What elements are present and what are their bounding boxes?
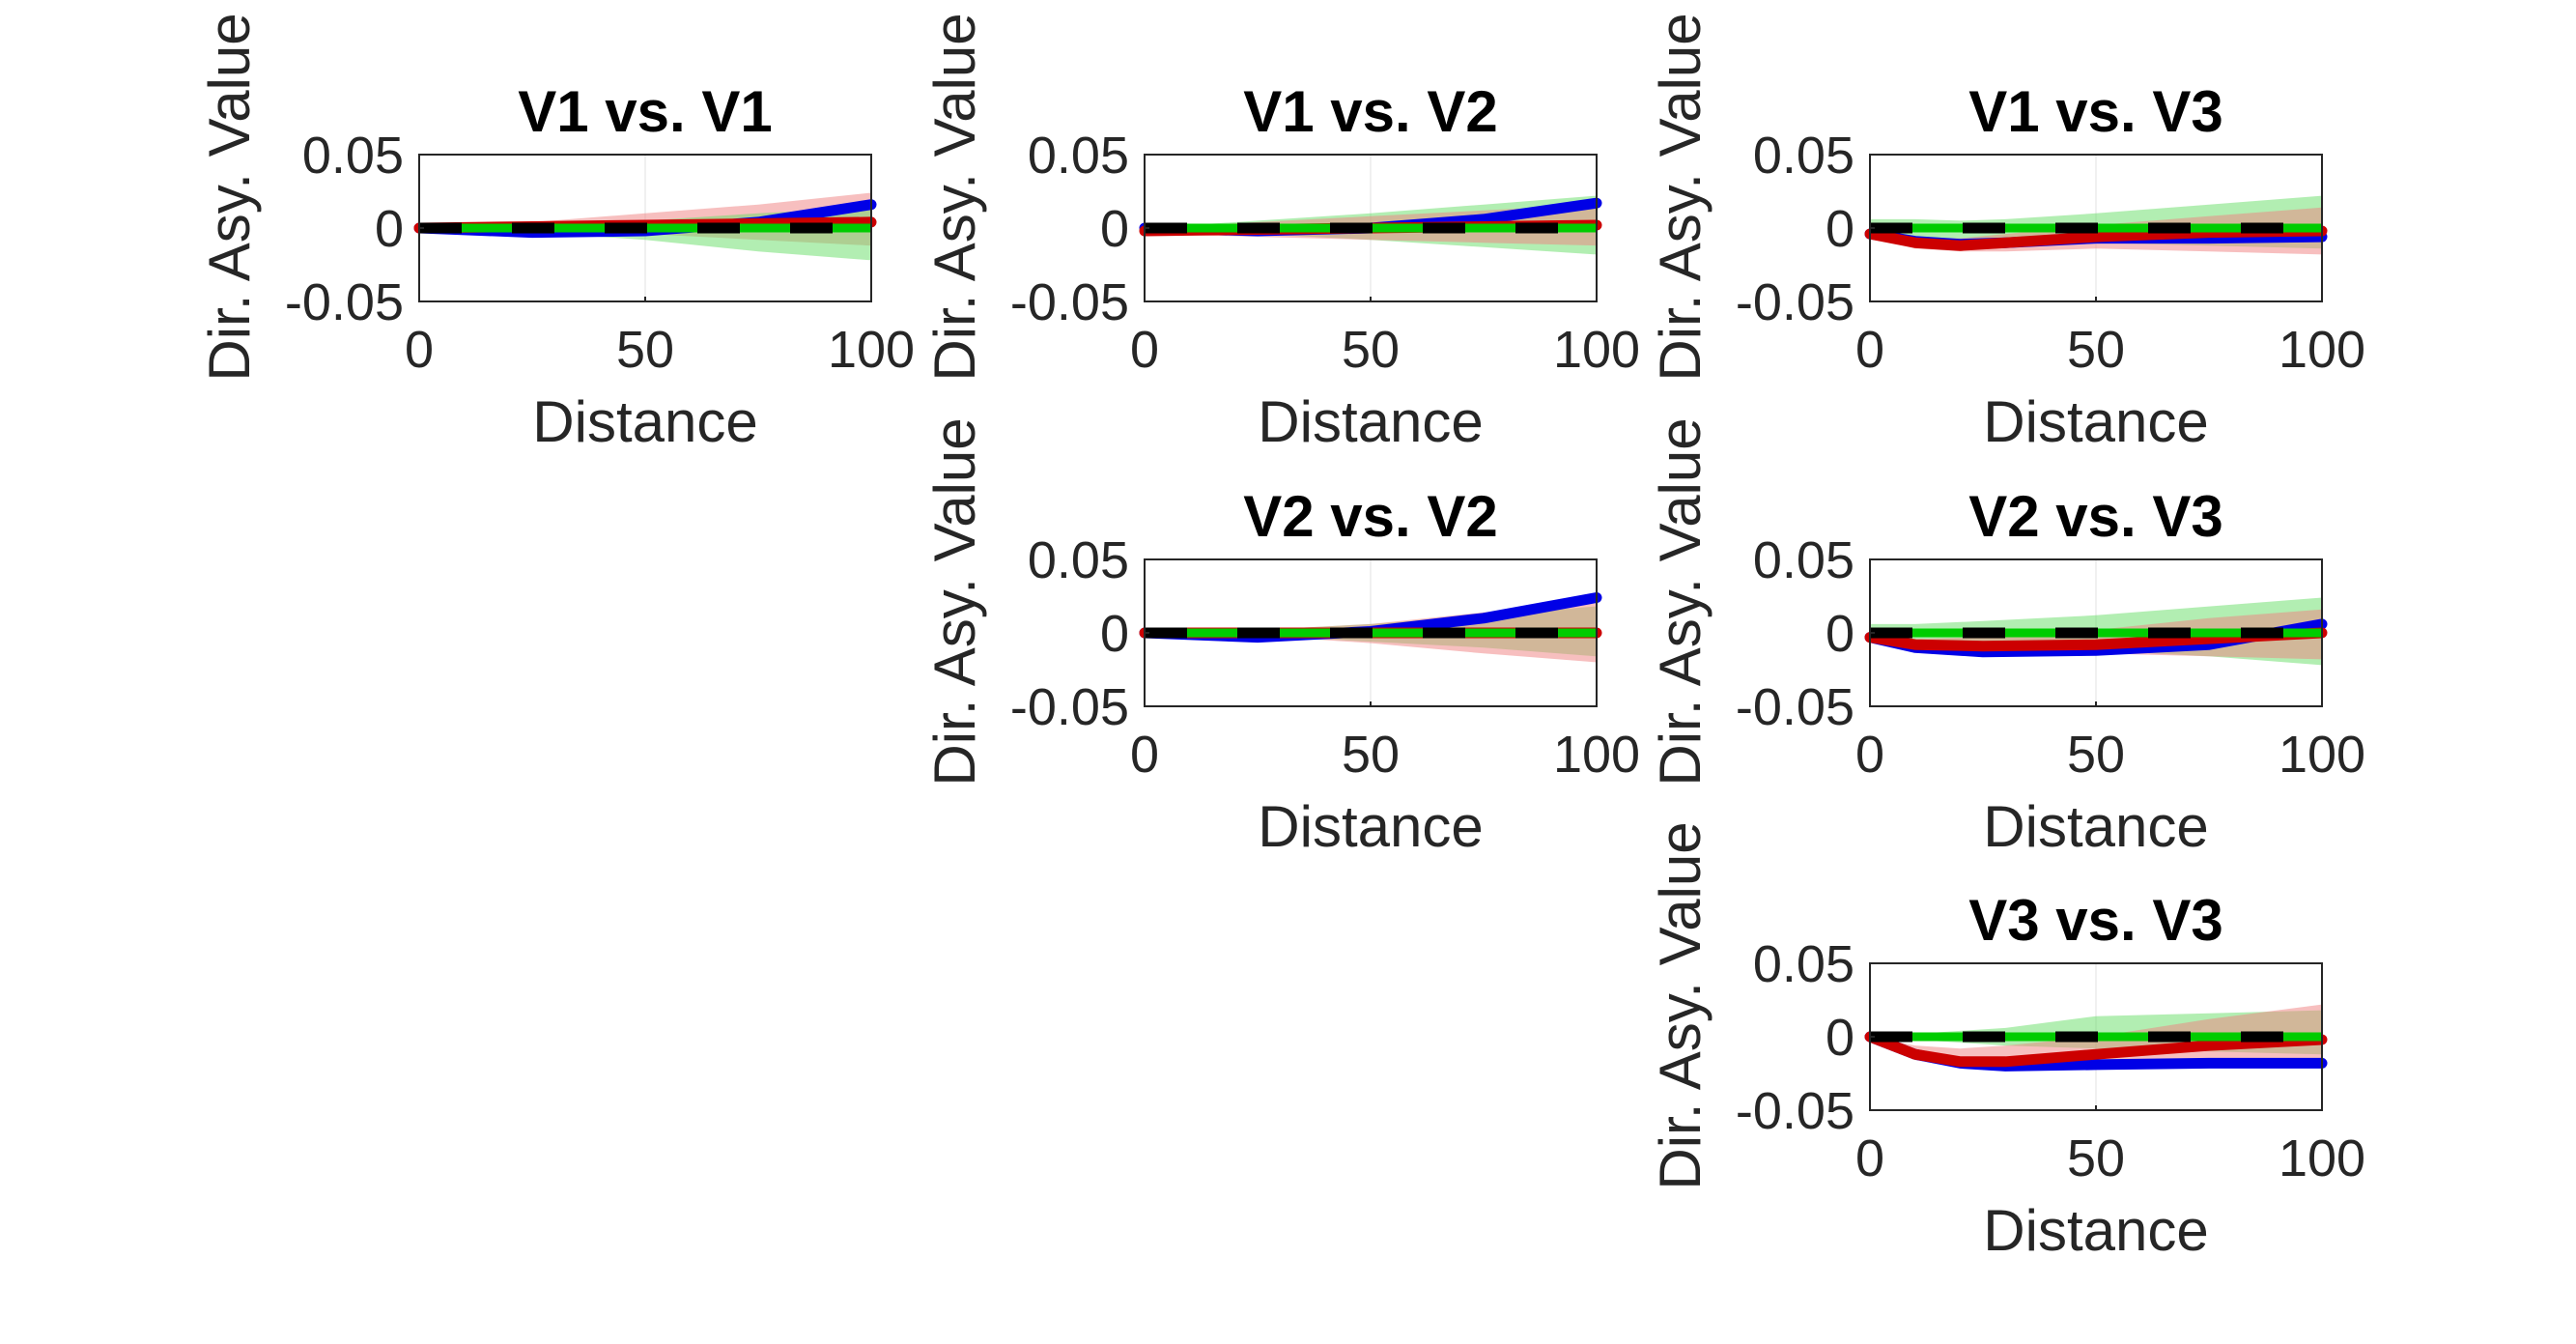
x-tick-label: 0 [405, 321, 434, 379]
x-tick-label: 0 [1130, 726, 1159, 784]
x-tick-label: 0 [1855, 726, 1884, 784]
y-tick-label: -0.05 [285, 273, 404, 331]
subplot-title: V2 vs. V2 [1243, 484, 1498, 549]
subplot-title: V1 vs. V1 [518, 79, 773, 144]
y-tick-label: 0.05 [1753, 127, 1854, 185]
y-axis-label: Dir. Asy. Value [1648, 417, 1713, 786]
x-tick-label: 50 [2067, 726, 2125, 784]
x-tick-label: 50 [2067, 1130, 2125, 1187]
x-axis-label: Distance [1258, 794, 1483, 859]
y-tick-label: 0 [1826, 1009, 1854, 1067]
x-tick-label: 0 [1855, 1130, 1884, 1187]
y-axis-label: Dir. Asy. Value [922, 417, 987, 786]
y-axis-label: Dir. Asy. Value [1648, 821, 1713, 1189]
y-tick-label: 0 [1826, 200, 1854, 258]
x-tick-label: 0 [1855, 321, 1884, 379]
x-tick-label: 100 [1553, 726, 1640, 784]
y-tick-label: 0.05 [302, 127, 404, 185]
x-tick-label: 100 [2279, 321, 2365, 379]
y-tick-label: -0.05 [1736, 1082, 1854, 1140]
y-tick-label: 0 [1100, 200, 1129, 258]
x-axis-label: Distance [1258, 389, 1483, 454]
y-tick-label: 0 [1826, 605, 1854, 663]
x-tick-label: 50 [1342, 726, 1400, 784]
x-tick-label: 100 [2279, 726, 2365, 784]
y-axis-label: Dir. Asy. Value [1648, 13, 1713, 381]
y-tick-label: 0 [1100, 605, 1129, 663]
x-tick-label: 50 [2067, 321, 2125, 379]
y-tick-label: -0.05 [1010, 678, 1129, 736]
y-tick-label: 0.05 [1753, 935, 1854, 993]
series-line-red [1864, 627, 2328, 652]
subplot-title: V1 vs. V2 [1243, 79, 1498, 144]
x-axis-label: Distance [1983, 389, 2208, 454]
y-tick-label: 0.05 [1028, 531, 1129, 589]
series-line-red [1864, 1031, 2328, 1068]
x-axis-label: Distance [532, 389, 757, 454]
y-tick-label: 0.05 [1753, 531, 1854, 589]
x-tick-label: 100 [828, 321, 915, 379]
x-tick-label: 50 [1342, 321, 1400, 379]
x-tick-label: 0 [1130, 321, 1159, 379]
x-tick-label: 100 [1553, 321, 1640, 379]
y-tick-label: -0.05 [1736, 678, 1854, 736]
x-axis-label: Distance [1983, 794, 2208, 859]
x-axis-label: Distance [1983, 1198, 2208, 1263]
subplot-title: V3 vs. V3 [1968, 888, 2223, 953]
series-line-red [1864, 225, 2328, 251]
x-tick-label: 50 [616, 321, 674, 379]
y-axis-label: Dir. Asy. Value [197, 13, 262, 381]
y-tick-label: 0 [375, 200, 404, 258]
y-tick-label: 0.05 [1028, 127, 1129, 185]
y-tick-label: -0.05 [1010, 273, 1129, 331]
subplot-title: V1 vs. V3 [1968, 79, 2223, 144]
x-tick-label: 100 [2279, 1130, 2365, 1187]
y-axis-label: Dir. Asy. Value [922, 13, 987, 381]
y-tick-label: -0.05 [1736, 273, 1854, 331]
subplot-title: V2 vs. V3 [1968, 484, 2223, 549]
